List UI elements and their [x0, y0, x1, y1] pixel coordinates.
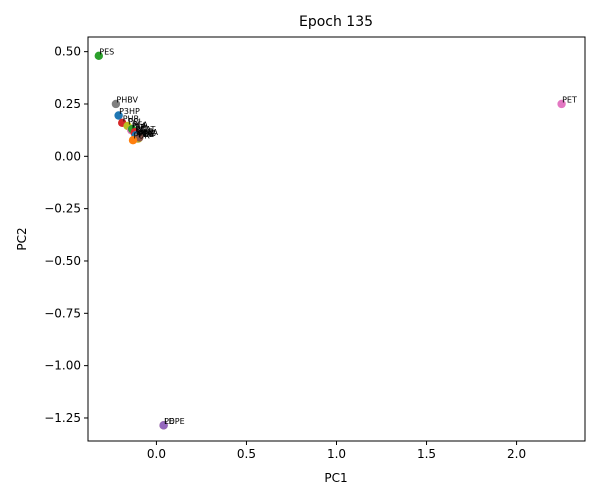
data-point-label: PUR: [134, 132, 151, 141]
data-point: [135, 133, 144, 142]
data-point-label: PBAT: [135, 125, 155, 134]
data-point: [159, 421, 168, 430]
data-point-label: PBSA: [137, 128, 158, 137]
data-point-label: PHB: [140, 129, 156, 138]
data-point: [557, 99, 566, 109]
data-point-label: PHB: [123, 114, 139, 123]
data-point: [111, 99, 121, 109]
data-point: [128, 135, 138, 145]
y-tick-label: −1.25: [44, 411, 81, 425]
data-point-label: PEG: [138, 129, 154, 138]
data-point-label: PPL: [135, 124, 150, 133]
y-tick-label: −1.00: [44, 359, 81, 373]
data-point-label: PET: [562, 95, 577, 104]
x-tick-label: 0.5: [237, 447, 256, 461]
data-point-label: PBE: [139, 130, 154, 139]
y-axis-label: PC2: [15, 227, 29, 250]
data-point-label: PEA: [133, 121, 149, 130]
data-point-label: PHO: [136, 127, 153, 136]
chart-title: Epoch 135: [299, 14, 373, 30]
data-point-label: PCL: [128, 117, 143, 126]
data-point-label: PES: [99, 47, 114, 56]
data-point-label: PHBV: [116, 95, 138, 104]
x-axis-label: PC1: [324, 471, 347, 485]
data-point-label: P3HP: [119, 107, 140, 116]
data-point-label: LDPE: [164, 417, 185, 426]
plot-frame: [87, 36, 586, 442]
x-tick-label: 1.0: [327, 447, 346, 461]
data-point: [114, 111, 123, 120]
y-tick-label: −0.75: [44, 306, 81, 320]
x-tick-label: 2.0: [507, 447, 526, 461]
data-point-label: PBS: [138, 130, 153, 139]
data-point: [94, 51, 104, 61]
x-tick-label: 0.0: [147, 447, 166, 461]
y-tick-label: 0.50: [54, 45, 81, 59]
y-tick-label: 0.25: [54, 97, 81, 111]
plot-area: 0.0 0.5 1.0 1.5 2.0 0.50 0.25 0.00 −0.25 −0.50 −0.…: [44, 45, 577, 461]
data-point-label: PLA: [132, 122, 147, 131]
x-tick-label: 1.5: [417, 447, 436, 461]
y-tick-label: −0.25: [44, 202, 81, 216]
y-tick-label: −0.50: [44, 254, 81, 268]
y-tick-label: 0.00: [54, 149, 81, 163]
data-point-label: PE: [164, 417, 174, 426]
